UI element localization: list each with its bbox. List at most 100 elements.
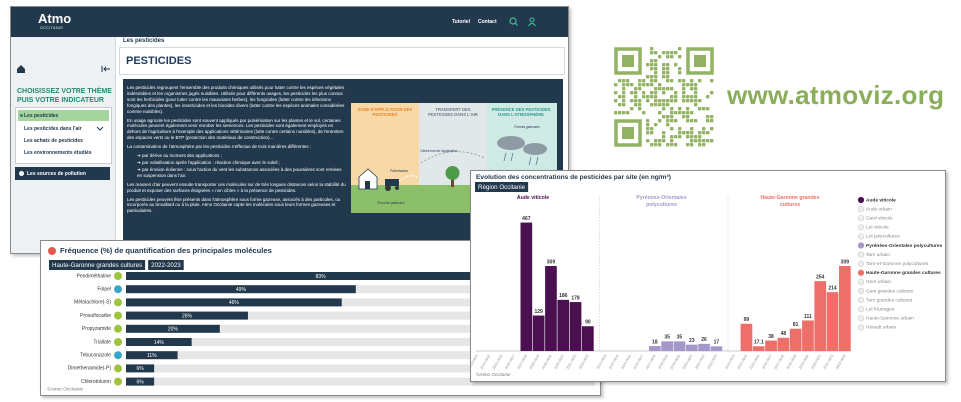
bar-track [126, 351, 595, 360]
qr-module [622, 95, 626, 99]
qr-module [614, 83, 618, 87]
bar [569, 302, 582, 351]
qr-module [686, 131, 690, 135]
legend-label[interactable]: Pyrénées-Orientales polycultures [866, 243, 943, 249]
sidebar-icons [17, 65, 110, 73]
bar [839, 266, 851, 351]
value-label: 81 [793, 322, 799, 328]
value-label: 254 [816, 274, 825, 280]
x-tick-label: 2013-2014 [471, 354, 479, 370]
qr-module [682, 79, 686, 83]
qr-module [674, 51, 678, 55]
user-icon-body [528, 22, 536, 27]
qr-module [658, 99, 662, 103]
x-tick-label: 2022-2023 [835, 354, 847, 370]
qr-module [634, 91, 638, 95]
legend-label[interactable]: Haute-Garonne urbain [866, 316, 914, 322]
legend-label[interactable]: Haute-Garonne grandes cultures [866, 270, 941, 276]
legend-label[interactable]: Lot viticole [866, 225, 889, 231]
legend-marker [857, 306, 865, 313]
bar [126, 338, 192, 346]
qr-module [678, 127, 682, 131]
qr-module [654, 75, 658, 79]
user-icon[interactable] [529, 17, 535, 23]
legend-marker [857, 224, 865, 231]
qr-module [666, 87, 670, 91]
qr-module [694, 135, 698, 139]
qr-module [618, 79, 622, 83]
qr-module [670, 107, 674, 111]
qr-module [638, 99, 642, 103]
legend-label[interactable]: Tarn-et-Garonne polycultures [866, 261, 929, 267]
qr-module [646, 127, 650, 131]
page-title: PESTICIDES [126, 55, 192, 67]
qr-module [710, 91, 714, 95]
qr-module [638, 103, 642, 107]
qr-module [694, 139, 698, 143]
qr-module [686, 111, 690, 115]
qr-module [686, 119, 690, 123]
legend-label[interactable]: Gers grandes cultures [866, 288, 914, 294]
qr-module [690, 127, 694, 131]
menu-item[interactable]: Les environnements étudiés [24, 150, 92, 156]
menu-item[interactable]: Les achats de pesticides [24, 138, 83, 144]
house [358, 168, 378, 190]
group-header: Haute-Garonne grandes cultures [760, 195, 820, 208]
bar [126, 285, 356, 294]
legend-label[interactable]: Tarn grandes cultures [866, 297, 913, 303]
qr-module [698, 135, 702, 139]
qr-module [654, 87, 658, 91]
molecule-icon [114, 351, 122, 360]
nav-link[interactable]: Tutoriel [452, 19, 470, 25]
qr-module [646, 75, 650, 79]
legend-marker [857, 196, 865, 204]
bar [126, 364, 155, 373]
qr-module [702, 107, 706, 111]
category-label: Triallate [93, 339, 111, 345]
menu-item[interactable]: Les sources de pollution [27, 171, 86, 177]
site-url[interactable]: www.atmoviz.org [727, 80, 945, 110]
value-label: 178 [571, 295, 580, 301]
evolution-chart: Evolution des concentrations de pesticid… [471, 174, 943, 377]
qr-module [678, 55, 682, 59]
qr-module [662, 115, 666, 119]
legend-label[interactable]: Hérault urbain [866, 325, 896, 331]
qr-module [694, 95, 698, 99]
qr-module [642, 111, 646, 115]
qr-module [670, 79, 674, 83]
value-label: 17 [714, 340, 720, 346]
bar [126, 324, 220, 333]
legend-label[interactable]: Lot polycultures [866, 234, 900, 240]
legend-label[interactable]: Tarn urbain [866, 252, 890, 258]
sidebar-footer-item[interactable]: Les sources de pollution [15, 167, 110, 180]
category-label: Dimethenamide(-P) [68, 366, 112, 372]
tag-bg [148, 260, 184, 270]
home-icon[interactable] [17, 65, 25, 73]
menu-item[interactable]: Les pesticides dans l'air [24, 126, 82, 132]
menu-item[interactable]: Les pesticides [24, 113, 59, 119]
value-label: 90 [585, 320, 591, 326]
category-label: Chlorotoluron [81, 379, 111, 385]
value-label: 14% [154, 340, 165, 346]
qr-module [658, 87, 662, 91]
bar [673, 341, 686, 351]
legend-label[interactable]: Gers urbain [866, 279, 891, 285]
bar [582, 326, 594, 351]
title-frame: PESTICIDES [119, 47, 565, 75]
bar [545, 266, 557, 351]
x-tick-label: 2019-2020 [670, 354, 682, 370]
legend-label[interactable]: Aude viticole [866, 197, 896, 203]
category-label: Pendiméthaline [77, 273, 112, 279]
nav-link[interactable]: Contact [478, 19, 497, 25]
legend-label[interactable]: Gard viticole [866, 215, 893, 221]
qr-module [662, 51, 666, 55]
qr-finder-center [622, 55, 634, 67]
qr-module [638, 107, 642, 111]
search-icon[interactable] [509, 17, 517, 25]
qr-module [706, 115, 710, 119]
menu-active [18, 110, 109, 121]
qr-module [698, 99, 702, 103]
legend-label[interactable]: Lot fourrages [866, 306, 895, 312]
legend-label[interactable]: Aude urbain [866, 206, 892, 212]
qr-module [666, 71, 670, 75]
